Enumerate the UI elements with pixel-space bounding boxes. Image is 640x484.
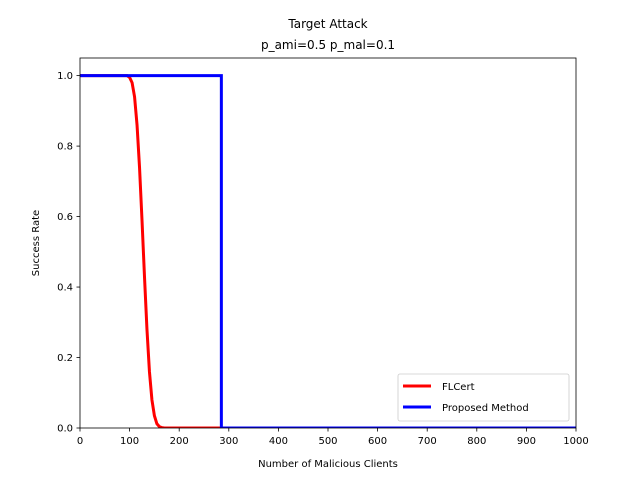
series-line-flcert xyxy=(80,74,223,428)
y-tick-label: 0.4 xyxy=(57,283,73,294)
x-tick-label: 300 xyxy=(219,436,238,447)
series-layer xyxy=(80,74,576,428)
x-tick-label: 0 xyxy=(77,436,83,447)
x-tick-label: 200 xyxy=(170,436,189,447)
series-line-proposed-method xyxy=(80,74,576,428)
y-axis: 0.0 0.2 0.4 0.6 0.8 1.0 xyxy=(57,71,80,435)
x-tick-label: 800 xyxy=(467,436,486,447)
legend-label: FLCert xyxy=(442,382,475,393)
y-tick-label: 1.0 xyxy=(57,71,73,82)
x-axis-label: Number of Malicious Clients xyxy=(258,459,398,470)
x-tick-label: 100 xyxy=(120,436,139,447)
x-tick-label: 500 xyxy=(318,436,337,447)
chart-subtitle: p_ami=0.5 p_mal=0.1 xyxy=(261,38,395,52)
x-tick-label: 700 xyxy=(418,436,437,447)
y-tick-label: 0.6 xyxy=(57,212,73,223)
y-axis-label: Success Rate xyxy=(31,210,42,276)
y-tick-label: 0.8 xyxy=(57,142,73,153)
plot-area xyxy=(80,58,576,428)
x-tick-label: 600 xyxy=(368,436,387,447)
legend-box xyxy=(397,373,570,422)
chart-title: Target Attack xyxy=(287,17,367,31)
x-tick-label: 900 xyxy=(517,436,536,447)
legend: FLCert Proposed Method xyxy=(397,373,570,422)
y-tick-label: 0.0 xyxy=(57,424,73,435)
x-tick-label: 400 xyxy=(269,436,288,447)
y-tick-label: 0.2 xyxy=(57,353,73,364)
legend-label: Proposed Method xyxy=(442,403,529,414)
x-axis: 0 100 200 300 400 500 600 700 800 900 1000 xyxy=(77,428,589,447)
x-tick-label: 1000 xyxy=(563,436,588,447)
